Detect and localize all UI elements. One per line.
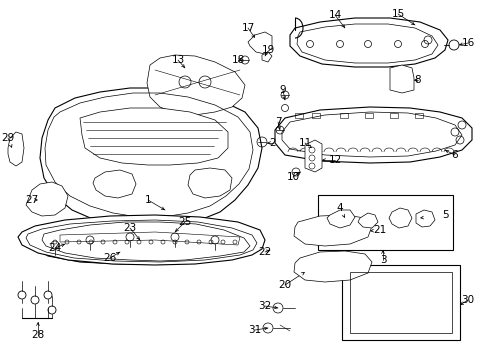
Polygon shape xyxy=(416,210,435,227)
Text: 21: 21 xyxy=(373,225,387,235)
Polygon shape xyxy=(305,140,322,172)
Polygon shape xyxy=(262,52,272,62)
Polygon shape xyxy=(390,65,414,93)
Text: 1: 1 xyxy=(145,195,151,205)
Text: 22: 22 xyxy=(258,247,271,257)
Bar xyxy=(350,272,452,333)
Polygon shape xyxy=(275,107,472,163)
Polygon shape xyxy=(290,18,448,67)
Polygon shape xyxy=(358,213,378,228)
Text: 10: 10 xyxy=(287,172,299,182)
Text: 2: 2 xyxy=(270,138,276,148)
Text: 12: 12 xyxy=(328,155,342,165)
Text: 3: 3 xyxy=(380,255,386,265)
Text: 14: 14 xyxy=(328,10,342,20)
Polygon shape xyxy=(93,170,136,198)
Polygon shape xyxy=(294,215,372,246)
Text: 20: 20 xyxy=(278,280,292,290)
Polygon shape xyxy=(248,32,272,54)
Polygon shape xyxy=(8,132,24,166)
Text: 4: 4 xyxy=(337,203,343,213)
Text: 27: 27 xyxy=(25,195,39,205)
Text: 9: 9 xyxy=(280,85,286,95)
Text: 6: 6 xyxy=(452,150,458,160)
Text: 29: 29 xyxy=(1,133,15,143)
Bar xyxy=(342,265,460,340)
Text: 8: 8 xyxy=(415,75,421,85)
Text: 15: 15 xyxy=(392,9,405,19)
Text: 32: 32 xyxy=(258,301,271,311)
Polygon shape xyxy=(389,208,412,228)
Text: 25: 25 xyxy=(178,217,192,227)
Text: 5: 5 xyxy=(441,210,448,220)
Text: 19: 19 xyxy=(261,45,274,55)
Text: 28: 28 xyxy=(31,330,45,340)
Text: 17: 17 xyxy=(242,23,255,33)
Text: 7: 7 xyxy=(275,117,281,127)
Text: 31: 31 xyxy=(248,325,262,335)
Text: 26: 26 xyxy=(103,253,117,263)
Polygon shape xyxy=(26,182,68,216)
Polygon shape xyxy=(18,215,265,265)
Polygon shape xyxy=(80,108,228,165)
Text: 11: 11 xyxy=(298,138,312,148)
Text: 13: 13 xyxy=(172,55,185,65)
Polygon shape xyxy=(294,251,372,282)
Text: 30: 30 xyxy=(462,295,474,305)
Polygon shape xyxy=(147,55,245,115)
Text: 18: 18 xyxy=(231,55,245,65)
Polygon shape xyxy=(35,218,260,264)
Bar xyxy=(318,195,453,250)
Polygon shape xyxy=(40,88,262,228)
Polygon shape xyxy=(327,210,355,228)
Polygon shape xyxy=(188,168,232,198)
Text: 24: 24 xyxy=(49,243,62,253)
Text: 23: 23 xyxy=(123,223,137,233)
Text: 16: 16 xyxy=(462,38,475,48)
